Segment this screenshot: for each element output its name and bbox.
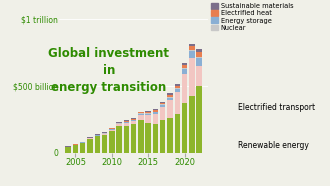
Bar — [196, 57, 202, 58]
Bar — [160, 105, 166, 107]
Bar — [175, 84, 180, 86]
Text: Renewable energy: Renewable energy — [238, 141, 309, 150]
Text: Global investment
in
energy transition: Global investment in energy transition — [49, 47, 169, 94]
Bar — [189, 96, 195, 153]
Bar — [160, 104, 166, 105]
Bar — [124, 123, 129, 126]
Bar — [196, 52, 202, 57]
Bar — [102, 135, 107, 153]
Bar — [102, 133, 107, 134]
Bar — [182, 69, 187, 74]
Bar — [160, 107, 166, 121]
Bar — [138, 121, 144, 153]
Bar — [87, 138, 93, 139]
Bar — [116, 123, 122, 124]
Bar — [175, 89, 180, 92]
Bar — [189, 58, 195, 96]
Bar — [189, 46, 195, 50]
Bar — [65, 147, 71, 153]
Bar — [131, 121, 136, 124]
Bar — [131, 120, 136, 121]
Bar — [109, 131, 115, 153]
Bar — [182, 63, 187, 65]
Bar — [146, 115, 151, 123]
Bar — [138, 115, 144, 121]
Bar — [109, 129, 115, 130]
Bar — [138, 112, 144, 113]
Text: Electrified transport: Electrified transport — [238, 103, 315, 112]
Bar — [124, 121, 129, 122]
Bar — [116, 122, 122, 123]
Bar — [182, 103, 187, 153]
Bar — [153, 112, 158, 114]
Bar — [94, 135, 100, 136]
Bar — [175, 86, 180, 88]
Bar — [153, 114, 158, 124]
Bar — [196, 58, 202, 66]
Bar — [146, 113, 151, 114]
Bar — [175, 114, 180, 153]
Bar — [80, 142, 85, 143]
Bar — [131, 124, 136, 153]
Bar — [146, 111, 151, 112]
Bar — [80, 143, 85, 153]
Bar — [167, 118, 173, 153]
Bar — [167, 94, 173, 95]
Bar — [189, 44, 195, 46]
Bar — [189, 50, 195, 51]
Bar — [153, 110, 158, 112]
Bar — [109, 128, 115, 129]
Bar — [138, 113, 144, 114]
Bar — [109, 130, 115, 131]
Bar — [167, 95, 173, 97]
Bar — [94, 134, 100, 135]
Bar — [124, 122, 129, 123]
Bar — [116, 126, 122, 153]
Bar — [153, 124, 158, 153]
Bar — [87, 137, 93, 138]
Bar — [124, 126, 129, 153]
Bar — [124, 120, 129, 121]
Bar — [73, 144, 78, 145]
Bar — [182, 68, 187, 69]
Bar — [138, 114, 144, 115]
Bar — [102, 134, 107, 135]
Bar — [94, 136, 100, 137]
Bar — [167, 97, 173, 98]
Bar — [116, 124, 122, 126]
Bar — [146, 123, 151, 153]
Bar — [182, 74, 187, 103]
Bar — [102, 132, 107, 133]
Bar — [160, 102, 166, 103]
Bar — [73, 145, 78, 153]
Bar — [87, 139, 93, 153]
Bar — [146, 114, 151, 115]
Bar — [131, 118, 136, 119]
Legend: Sustainable materials, Electrified heat, Energy storage, Nuclear: Sustainable materials, Electrified heat,… — [211, 3, 293, 31]
Bar — [146, 112, 151, 113]
Bar — [131, 119, 136, 120]
Bar — [196, 86, 202, 153]
Bar — [160, 121, 166, 153]
Bar — [175, 92, 180, 114]
Bar — [167, 98, 173, 100]
Bar — [182, 65, 187, 68]
Bar — [175, 88, 180, 89]
Bar — [94, 137, 100, 153]
Bar — [167, 100, 173, 118]
Bar — [196, 49, 202, 52]
Bar — [196, 66, 202, 86]
Bar — [160, 103, 166, 104]
Bar — [153, 109, 158, 110]
Bar — [189, 51, 195, 58]
